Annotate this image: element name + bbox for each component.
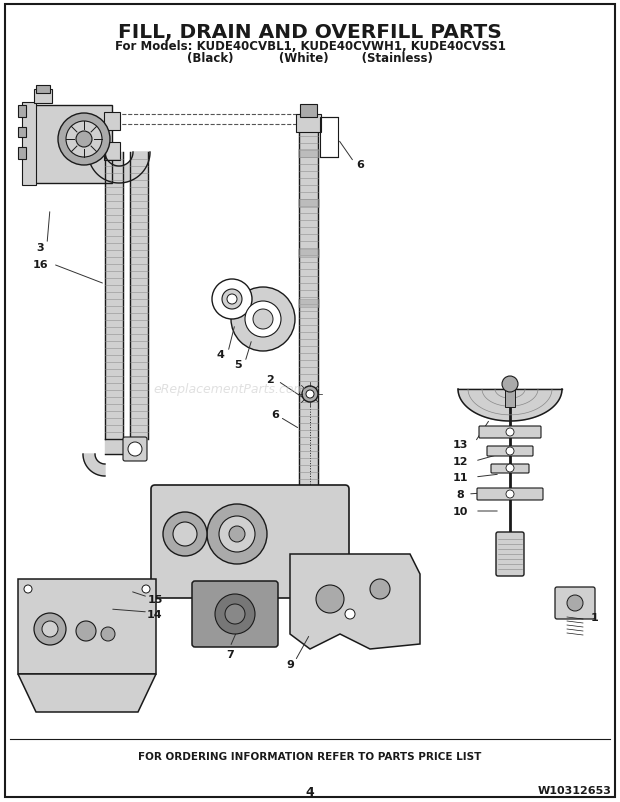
Bar	[296, 115, 321, 133]
Text: FOR ORDERING INFORMATION REFER TO PARTS PRICE LIST: FOR ORDERING INFORMATION REFER TO PARTS …	[138, 751, 482, 761]
Bar	[22, 103, 36, 186]
Bar	[34, 90, 52, 104]
Circle shape	[302, 387, 318, 403]
Text: 13: 13	[453, 439, 467, 449]
Circle shape	[222, 290, 242, 310]
Bar	[18, 106, 26, 118]
Circle shape	[506, 428, 514, 436]
Circle shape	[76, 132, 92, 148]
Text: 4: 4	[306, 785, 314, 798]
Circle shape	[502, 376, 518, 392]
Circle shape	[101, 627, 115, 642]
FancyBboxPatch shape	[487, 447, 533, 456]
Polygon shape	[458, 390, 562, 422]
Bar	[298, 200, 319, 208]
Circle shape	[163, 512, 207, 557]
Circle shape	[506, 464, 514, 472]
Text: 8: 8	[456, 489, 464, 500]
Circle shape	[142, 585, 150, 593]
Text: 15: 15	[148, 594, 162, 604]
Bar	[104, 143, 120, 160]
Bar	[320, 118, 338, 158]
Text: 10: 10	[453, 506, 467, 516]
Text: 14: 14	[147, 610, 163, 619]
Bar	[18, 579, 156, 674]
Circle shape	[76, 622, 96, 642]
Text: 16: 16	[32, 260, 48, 269]
Text: eReplacementParts.com: eReplacementParts.com	[154, 383, 306, 396]
FancyBboxPatch shape	[151, 485, 349, 598]
Text: FILL, DRAIN AND OVERFILL PARTS: FILL, DRAIN AND OVERFILL PARTS	[118, 23, 502, 42]
Bar	[18, 148, 26, 160]
Bar	[298, 300, 319, 308]
Polygon shape	[290, 554, 420, 649]
Bar	[505, 390, 515, 407]
Circle shape	[370, 579, 390, 599]
Circle shape	[306, 391, 314, 399]
Text: 7: 7	[226, 649, 234, 659]
Circle shape	[229, 526, 245, 542]
Circle shape	[345, 610, 355, 619]
FancyBboxPatch shape	[555, 587, 595, 619]
FancyBboxPatch shape	[123, 437, 147, 461]
Text: 11: 11	[452, 472, 467, 482]
Text: 12: 12	[452, 456, 467, 467]
Circle shape	[66, 122, 102, 158]
Circle shape	[567, 595, 583, 611]
Bar	[36, 86, 50, 94]
Circle shape	[245, 302, 281, 338]
Circle shape	[506, 490, 514, 498]
Bar	[298, 249, 319, 257]
Circle shape	[506, 448, 514, 456]
Circle shape	[316, 585, 344, 614]
Polygon shape	[88, 153, 150, 184]
Circle shape	[253, 310, 273, 330]
Circle shape	[58, 114, 110, 166]
Text: 6: 6	[271, 410, 279, 419]
Text: W10312653: W10312653	[538, 785, 612, 795]
Text: 9: 9	[286, 659, 294, 669]
Circle shape	[42, 622, 58, 638]
Circle shape	[207, 504, 267, 565]
Text: 3: 3	[36, 243, 44, 253]
Circle shape	[227, 294, 237, 305]
Bar	[298, 150, 319, 158]
Circle shape	[225, 604, 245, 624]
FancyBboxPatch shape	[192, 581, 278, 647]
Circle shape	[219, 516, 255, 553]
Text: (Black)           (White)        (Stainless): (Black) (White) (Stainless)	[187, 52, 433, 65]
Circle shape	[231, 288, 295, 351]
Circle shape	[173, 522, 197, 546]
Circle shape	[24, 585, 32, 593]
Text: 6: 6	[356, 160, 364, 170]
Bar	[18, 128, 26, 138]
Polygon shape	[83, 455, 105, 476]
Polygon shape	[18, 674, 156, 712]
Circle shape	[34, 614, 66, 645]
Circle shape	[212, 280, 252, 320]
FancyBboxPatch shape	[491, 464, 529, 473]
Text: For Models: KUDE40CVBL1, KUDE40CVWH1, KUDE40CVSS1: For Models: KUDE40CVBL1, KUDE40CVWH1, KU…	[115, 40, 505, 53]
Text: 1: 1	[591, 612, 599, 622]
Text: 4: 4	[216, 350, 224, 359]
Bar	[300, 105, 317, 118]
Text: 2: 2	[266, 375, 274, 384]
Text: 5: 5	[234, 359, 242, 370]
Bar	[30, 106, 112, 184]
Bar	[104, 113, 120, 131]
FancyBboxPatch shape	[479, 427, 541, 439]
FancyBboxPatch shape	[496, 533, 524, 577]
FancyBboxPatch shape	[477, 488, 543, 500]
Circle shape	[215, 594, 255, 634]
Circle shape	[128, 443, 142, 456]
